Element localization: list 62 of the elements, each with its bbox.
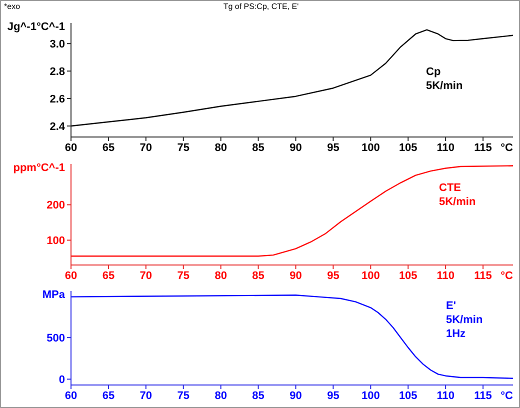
x-tick-label: 75	[177, 390, 190, 402]
y-tick-label: 0	[58, 374, 65, 386]
y-axis-title: ppm°C^-1	[13, 162, 65, 174]
x-tick-label: 115	[474, 390, 492, 402]
y-tick-label: 2.4	[50, 120, 66, 133]
y-tick-label: 2.8	[50, 66, 65, 78]
x-tick-label: 115	[474, 142, 492, 154]
x-tick-label: 70	[140, 142, 152, 154]
line-series	[71, 294, 513, 379]
x-tick-label: 80	[214, 270, 227, 282]
x-tick-label: 100	[361, 270, 380, 282]
x-tick-label: 105	[398, 270, 418, 282]
x-tick-label: 85	[252, 270, 264, 282]
line-series	[71, 29, 513, 127]
x-tick-label: 90	[290, 270, 302, 282]
x-tick-label: 105	[398, 142, 418, 154]
x-tick-label: 65	[102, 142, 115, 154]
series-label: CTE	[439, 181, 462, 195]
x-tick-label: 110	[436, 270, 454, 282]
annotation: 5K/min	[439, 195, 476, 209]
x-tick-label: 100	[361, 142, 380, 154]
x-tick-label: 70	[140, 270, 152, 282]
x-tick-label: 95	[327, 270, 340, 282]
x-tick-label: 75	[177, 270, 190, 282]
x-axis-title: °C	[500, 390, 514, 402]
chart-subtitle: *exo	[4, 2, 20, 11]
x-tick-label: 65	[102, 390, 115, 402]
y-tick-label: 100	[46, 235, 65, 248]
line-series	[71, 165, 513, 257]
x-tick-label: 60	[64, 142, 78, 154]
x-tick-label: 60	[64, 270, 78, 282]
x-tick-label: 90	[290, 142, 302, 154]
annotation: 5K/min	[426, 79, 463, 93]
x-tick-label: 95	[327, 390, 340, 402]
x-axis-title: °C	[500, 270, 514, 282]
annotation: 5K/min	[446, 313, 483, 327]
x-tick-label: 90	[290, 390, 302, 402]
x-tick-label: 85	[252, 390, 264, 402]
text: Cp	[426, 65, 442, 79]
text: E'	[446, 299, 457, 313]
y-tick-label: 500	[46, 332, 65, 344]
x-tick-label: 105	[398, 390, 418, 402]
x-tick-label: 65	[102, 270, 115, 282]
x-tick-label: 85	[252, 142, 264, 154]
x-tick-label: 70	[140, 390, 152, 402]
x-tick-label: 110	[436, 142, 454, 154]
x-tick-label: 110	[436, 390, 454, 402]
y-axis-title: Jg^-1°C^-1	[7, 21, 65, 33]
x-tick-label: 80	[214, 142, 227, 154]
x-tick-label: 100	[361, 390, 380, 402]
x-tick-label: 80	[214, 390, 227, 402]
y-tick-label: 200	[46, 200, 65, 212]
y-tick-label: 3.0	[50, 38, 65, 51]
x-tick-label: 75	[177, 142, 190, 154]
x-tick-label: 115	[474, 270, 492, 282]
chart-title: Tg of PS:Cp, CTE, E'	[223, 2, 299, 11]
y-tick-label: 2.6	[50, 93, 65, 106]
x-tick-label: 60	[64, 390, 78, 402]
y-axis-title: MPa	[42, 289, 66, 301]
x-axis-title: °C	[500, 142, 514, 154]
x-tick-label: 95	[327, 142, 340, 154]
annotation: 1Hz	[446, 327, 467, 341]
